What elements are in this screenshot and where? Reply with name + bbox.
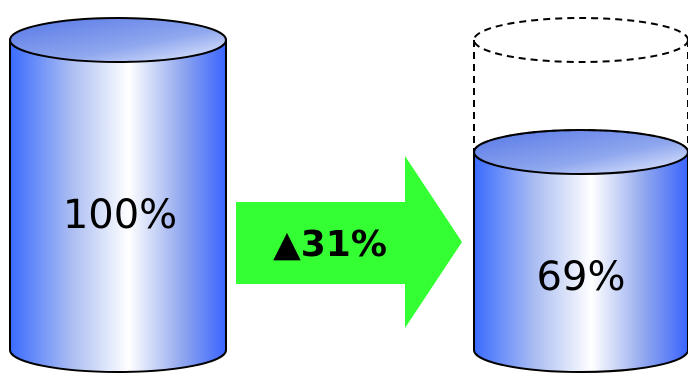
left-cylinder: 100% [9, 17, 227, 373]
right-cylinder: 69% [473, 17, 688, 373]
right-cylinder-body [473, 151, 688, 373]
left-cylinder-label: 100% [63, 192, 177, 238]
left-cylinder-top [9, 17, 227, 63]
left-cylinder-body [9, 39, 227, 373]
right-cylinder-back-dash [473, 129, 688, 153]
removed-portion-top [473, 17, 688, 63]
right-cylinder-label: 69% [537, 254, 626, 300]
removed-portion-outline [473, 40, 688, 152]
reduction-arrow: ▲31% [236, 156, 462, 328]
arrow-shape [236, 156, 462, 328]
arrow-label: ▲31% [273, 224, 387, 265]
